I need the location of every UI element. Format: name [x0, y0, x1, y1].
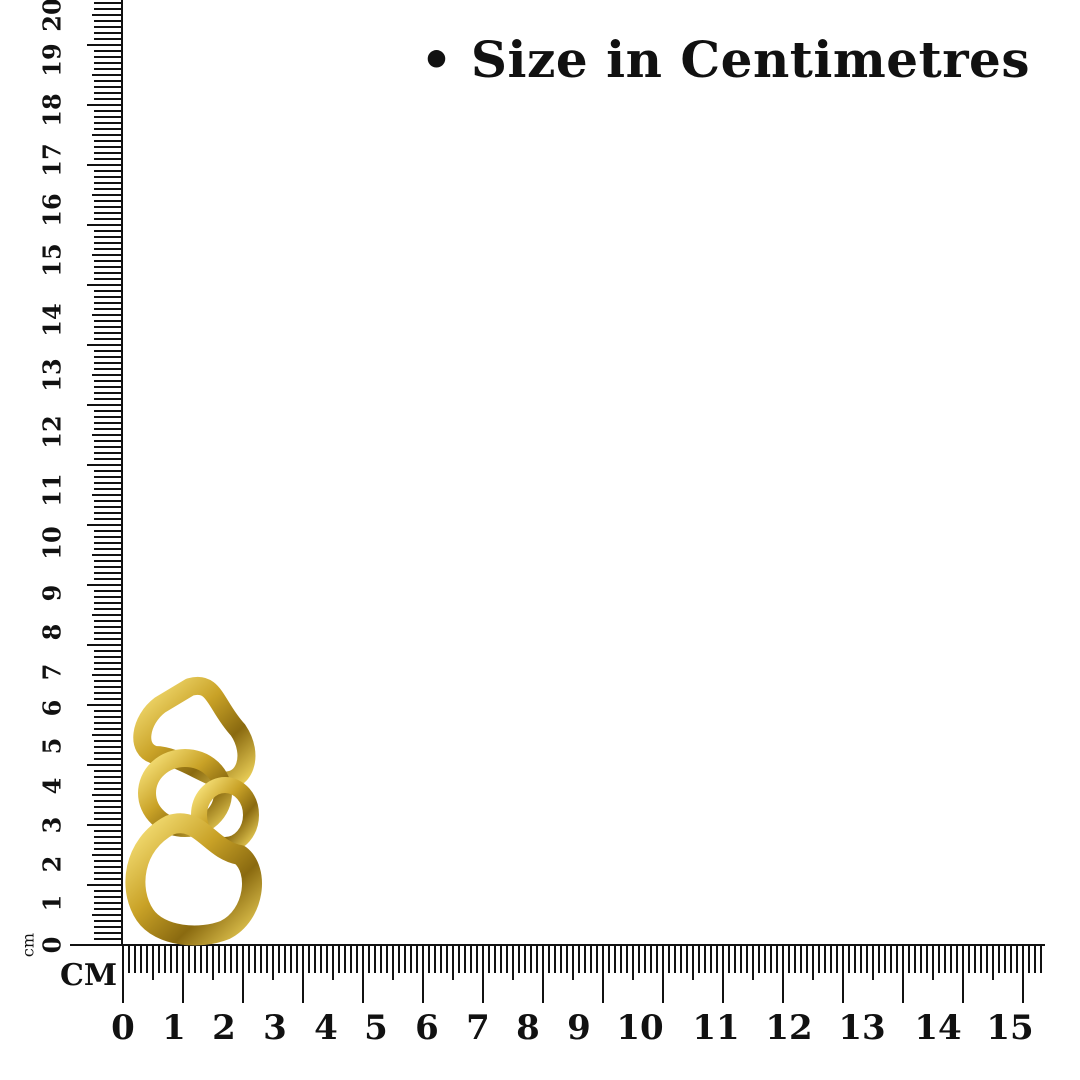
- vertical-ruler-label: 10: [37, 526, 67, 560]
- vertical-ruler-label: 8: [37, 623, 67, 641]
- vertical-ruler-label: 6: [37, 699, 67, 717]
- vertical-ruler-label: 14: [37, 303, 67, 337]
- unit-label-horizontal: CM: [60, 958, 118, 993]
- vertical-ruler-label: 11: [37, 473, 67, 507]
- vertical-ruler-label: 5: [37, 737, 67, 755]
- vertical-ruler-label: 16: [37, 193, 67, 227]
- horizontal-ruler-label: 8: [516, 1008, 540, 1048]
- horizontal-ruler-label: 2: [212, 1008, 236, 1048]
- size-title: • Size in Centimetres: [420, 30, 1030, 89]
- vertical-ruler-label: 7: [37, 663, 67, 681]
- horizontal-ruler-label: 0: [111, 1008, 135, 1048]
- vertical-ruler-label: 1: [37, 894, 67, 912]
- horizontal-ruler-label: 1: [162, 1008, 186, 1048]
- vertical-ruler-label: 3: [37, 816, 67, 834]
- horizontal-ruler-label: 14: [914, 1008, 962, 1048]
- vertical-ruler-label: 19: [37, 43, 67, 77]
- horizontal-ruler-label: 7: [466, 1008, 490, 1048]
- vertical-ruler-label: 18: [37, 93, 67, 127]
- horizontal-ruler-label: 15: [986, 1008, 1034, 1048]
- vertical-ruler-label: 4: [37, 777, 67, 795]
- vertical-ruler-label: 2: [37, 855, 67, 873]
- vertical-ruler-label: 9: [37, 584, 67, 602]
- vertical-ruler-label: 17: [37, 143, 67, 177]
- horizontal-ruler-label: 6: [415, 1008, 439, 1048]
- vertical-ruler-label: 20: [37, 0, 67, 32]
- horizontal-ruler-label: 3: [263, 1008, 287, 1048]
- horizontal-ruler-label: 9: [567, 1008, 591, 1048]
- vertical-ruler-label: 13: [37, 358, 67, 392]
- horizontal-ruler-label: 10: [616, 1008, 664, 1048]
- vertical-ruler-label: 15: [37, 243, 67, 277]
- chain-earring-image: [125, 676, 262, 946]
- vertical-ruler-label: 12: [37, 415, 67, 449]
- horizontal-ruler-label: 13: [838, 1008, 886, 1048]
- horizontal-ruler-label: 12: [765, 1008, 813, 1048]
- horizontal-ruler-label: 5: [364, 1008, 388, 1048]
- horizontal-ruler-label: 4: [314, 1008, 338, 1048]
- unit-label-vertical: cm: [18, 932, 38, 958]
- horizontal-ruler-label: 11: [692, 1008, 740, 1048]
- vertical-ruler-label: 0: [37, 936, 67, 954]
